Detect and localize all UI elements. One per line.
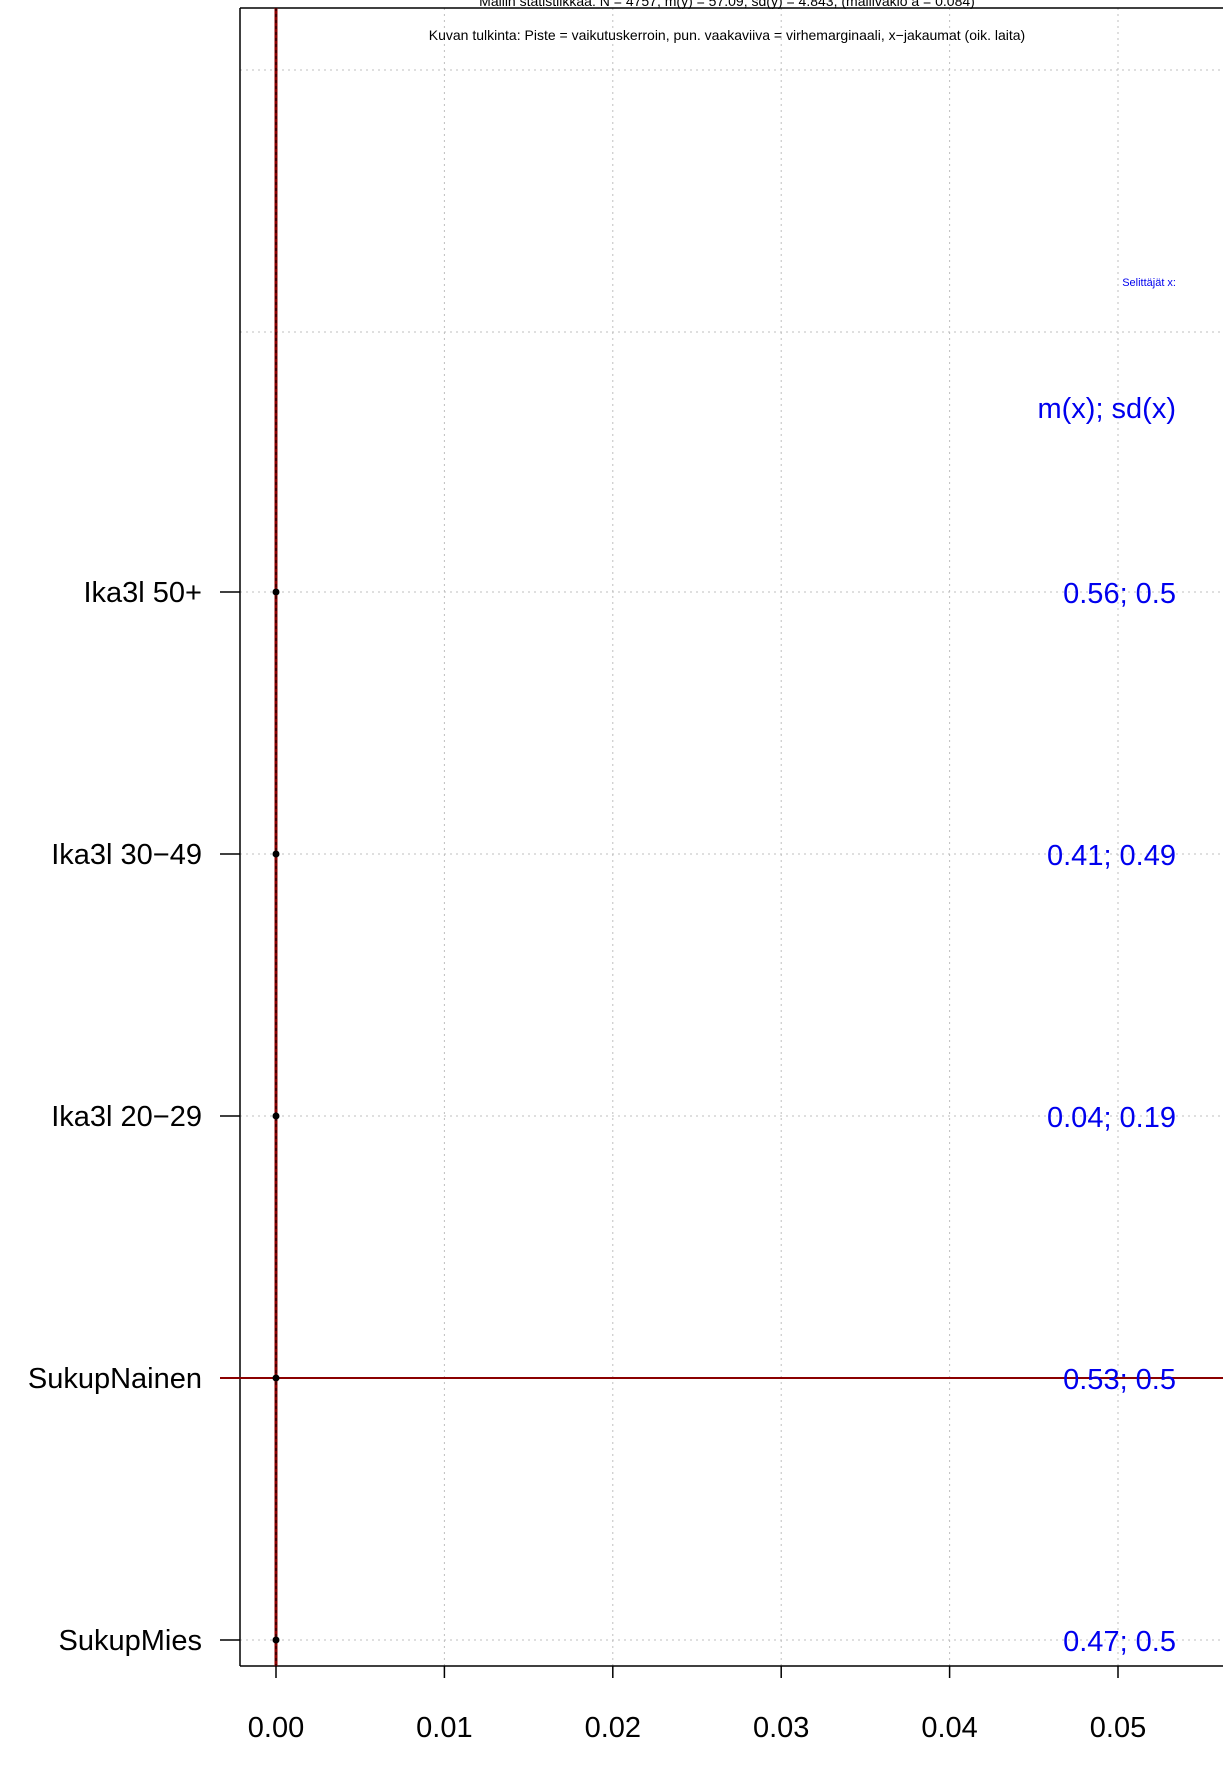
y-tick-label: Ika3l 50+ (83, 577, 202, 609)
point-layer (272, 588, 280, 1644)
coef-point (272, 588, 280, 596)
x-distribution-label: 0.56; 0.5 (1063, 578, 1176, 610)
x-tick-label: 0.00 (248, 1712, 304, 1744)
x-distribution-label: 0.53; 0.5 (1063, 1364, 1176, 1396)
coef-point (272, 1374, 280, 1382)
x-distribution-label: 0.47; 0.5 (1063, 1626, 1176, 1658)
legend-header: m(x); sd(x) (1037, 393, 1176, 425)
chart-subtitle: Kuvan tulkinta: Piste = vaikutuskerroin,… (429, 27, 1025, 43)
x-tick-label: 0.01 (416, 1712, 472, 1744)
x-tick-label: 0.03 (753, 1712, 809, 1744)
chart-title: Mallin statistiikkaa: N = 4757, m(y) = 5… (479, 0, 975, 9)
coef-point (272, 850, 280, 858)
x-distribution-label: 0.04; 0.19 (1047, 1102, 1176, 1134)
margin-layer (220, 8, 1223, 1666)
legend-small-label: Selittäjät x: (1122, 277, 1176, 289)
y-tick-label: Ika3l 20−29 (51, 1101, 202, 1133)
y-tick-label: Ika3l 30−49 (51, 839, 202, 871)
coef-point (272, 1636, 280, 1644)
y-tick-label: SukupNainen (28, 1363, 202, 1395)
x-tick-label: 0.04 (921, 1712, 977, 1744)
axis-layer: 0.00 0.01 0.02 0.03 0.04 0.05 (220, 7, 1223, 1744)
label-layer: Ika3l 50+ 0.56; 0.5 Ika3l 30−49 0.41; 0.49 I… (28, 577, 1176, 1658)
x-tick-label: 0.02 (585, 1712, 641, 1744)
y-tick-label: SukupMies (59, 1625, 202, 1657)
coef-point (272, 1112, 280, 1120)
grid-layer (240, 8, 1223, 1666)
x-tick-label: 0.05 (1090, 1712, 1146, 1744)
x-distribution-label: 0.41; 0.49 (1047, 840, 1176, 872)
